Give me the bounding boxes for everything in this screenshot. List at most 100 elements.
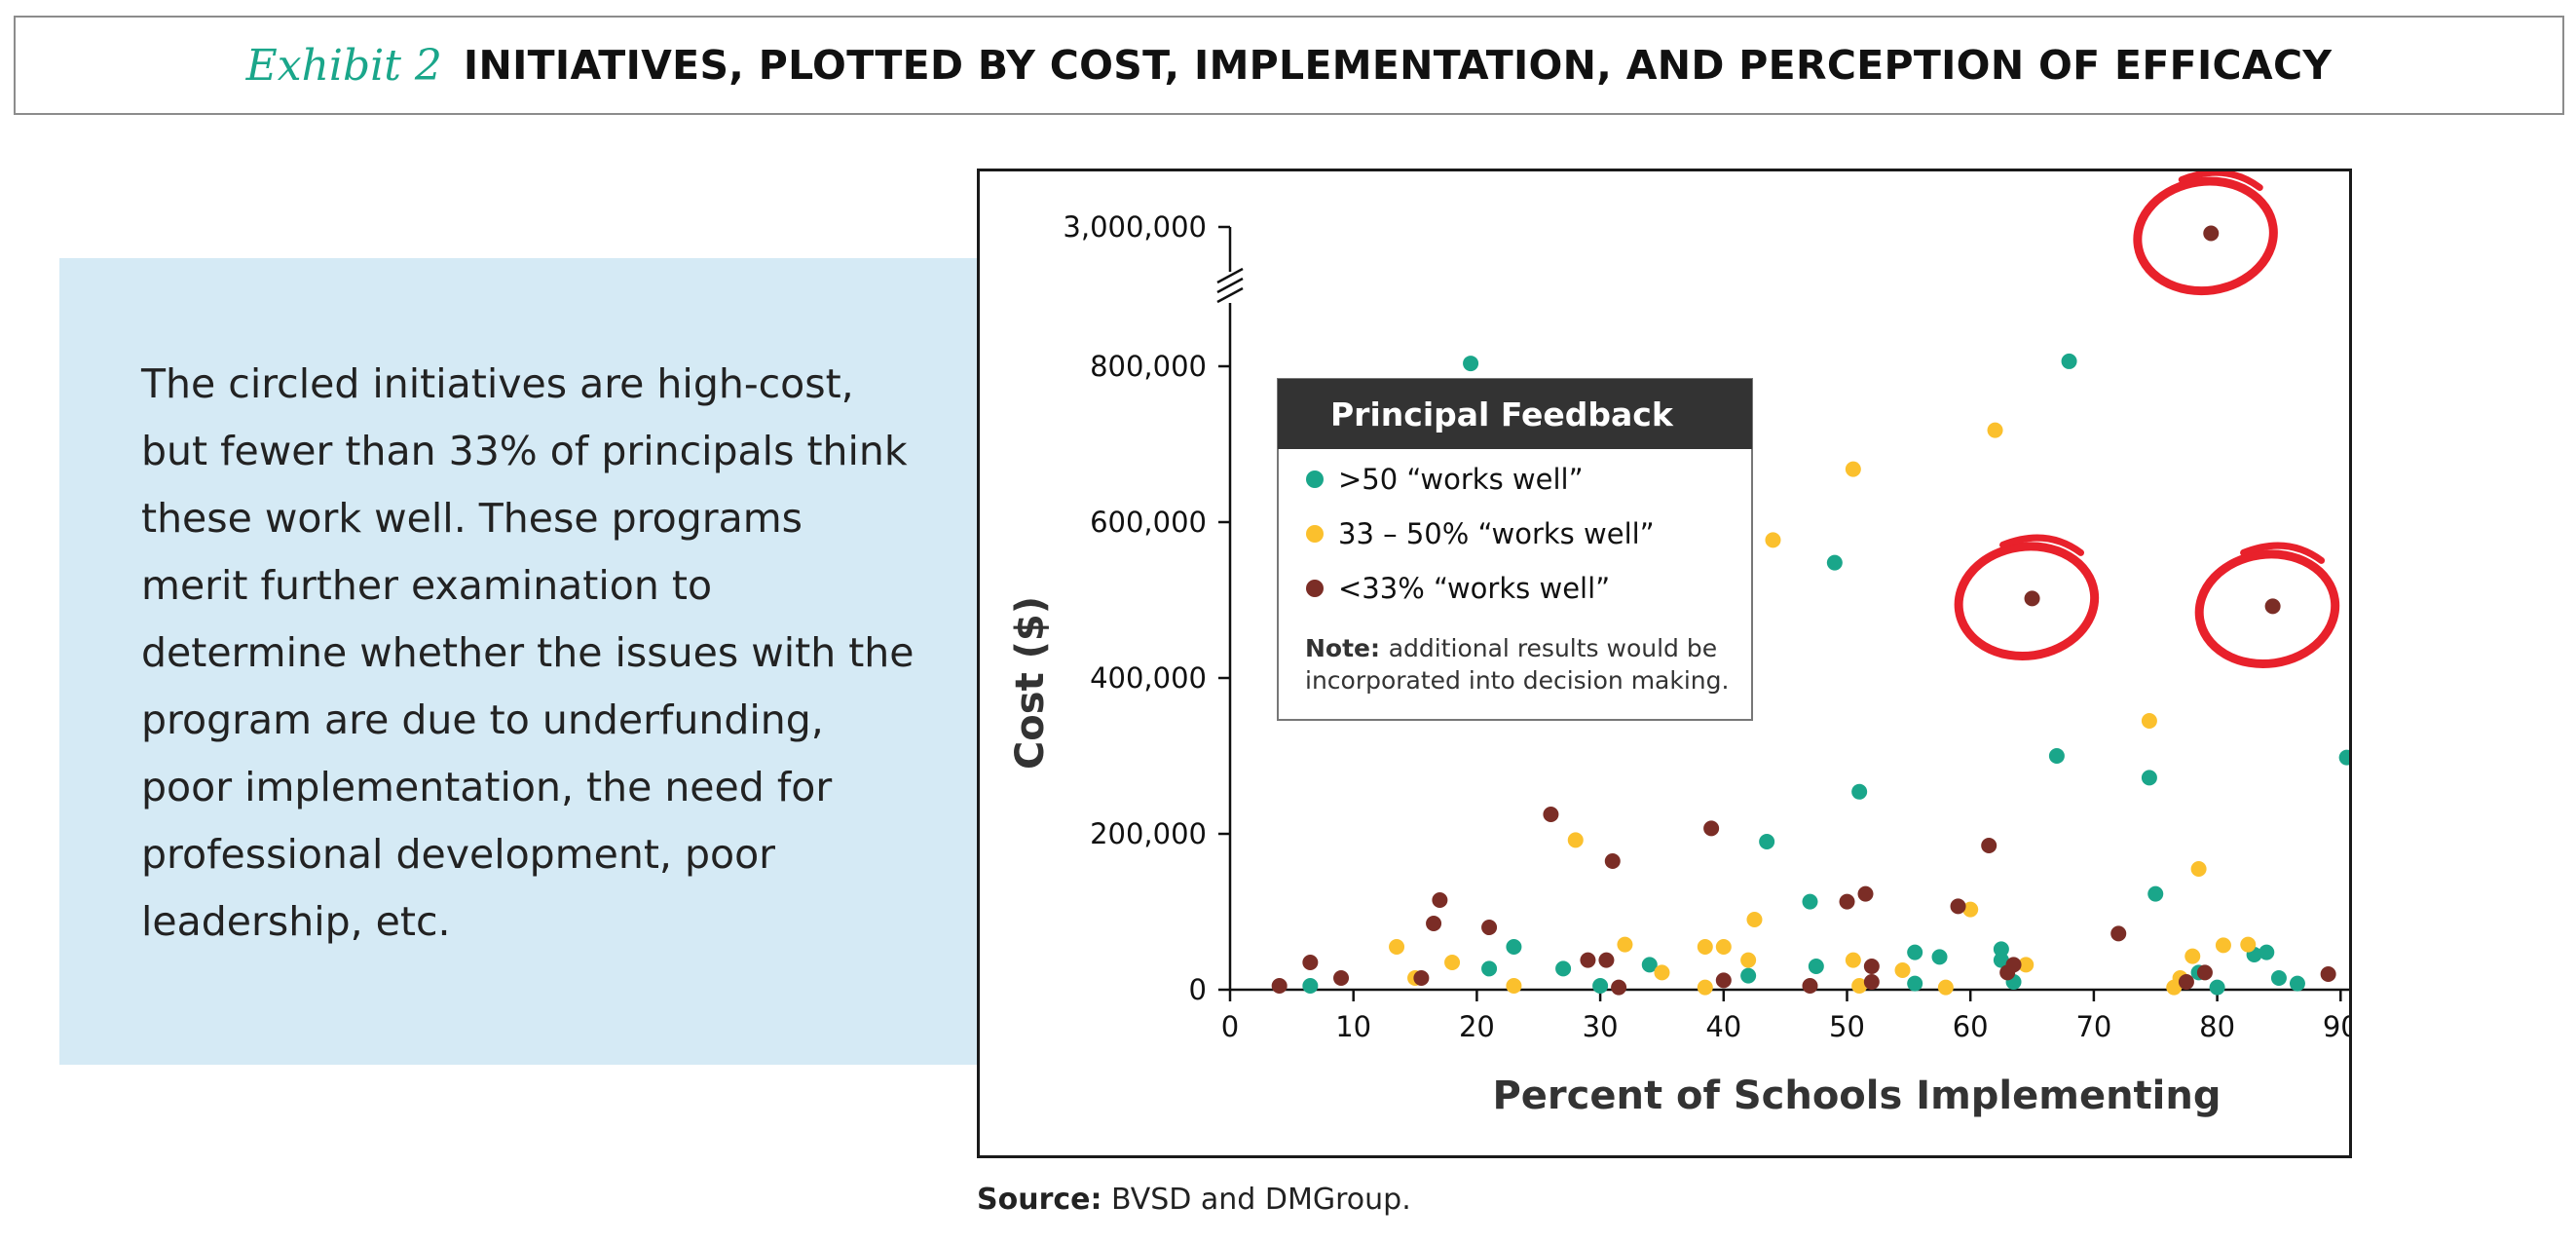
data-point	[1389, 939, 1405, 955]
data-point	[2018, 957, 2035, 973]
data-point	[1271, 978, 1288, 994]
data-point	[2320, 966, 2336, 982]
data-point	[2240, 936, 2257, 953]
legend-note-label: Note:	[1305, 634, 1389, 662]
exhibit-label: Exhibit 2	[245, 40, 442, 91]
data-point	[2141, 770, 2157, 786]
data-point	[1432, 892, 1448, 908]
legend-note-text: additional results would be	[1389, 634, 1717, 662]
data-point	[1703, 820, 1720, 837]
legend-marker	[1306, 470, 1324, 488]
exhibit-title-bar: Exhibit 2 INITIATIVES, PLOTTED BY COST, …	[14, 16, 2564, 115]
y-tick-label: 400,000	[1090, 661, 1207, 695]
data-point	[1413, 970, 1430, 986]
data-point	[2259, 944, 2275, 960]
legend-entry: <33% “works well”	[1338, 572, 1610, 605]
axis-break-mark	[1216, 267, 1244, 284]
red-circle-stroke	[2133, 176, 2278, 296]
x-tick-label: 90	[2323, 1010, 2349, 1043]
chart-points	[1271, 225, 2349, 996]
data-point	[1845, 952, 1861, 968]
data-point	[1851, 783, 1868, 800]
data-point	[1894, 962, 1911, 978]
data-point	[2184, 948, 2201, 964]
data-point	[1746, 912, 1763, 927]
x-tick-label: 80	[2199, 1010, 2235, 1043]
data-point	[1580, 952, 1596, 968]
data-point	[1826, 554, 1843, 571]
data-point	[2196, 964, 2213, 981]
source-label: Source:	[977, 1183, 1102, 1217]
x-axis-label: Percent of Schools Implementing	[1492, 1073, 2221, 1118]
red-circle-overlap	[2178, 171, 2263, 191]
legend-marker	[1306, 525, 1324, 543]
red-circle-annotation	[1954, 534, 2100, 661]
red-circle-annotation	[2194, 542, 2340, 669]
y-tick-label: 600,000	[1090, 506, 1207, 539]
data-point	[1715, 939, 1732, 955]
data-point	[2338, 749, 2349, 766]
y-tick-label: 3,000,000	[1063, 210, 1207, 244]
data-point	[2141, 713, 2157, 729]
data-point	[1506, 939, 1522, 955]
chart-axis-labels: Percent of Schools Implementing Cost ($)	[1008, 596, 2221, 1118]
chart-legend: Principal Feedback >50 “works well” 33 – 5…	[1277, 378, 1753, 721]
source-text: BVSD and DMGroup.	[1111, 1183, 1411, 1217]
data-point	[1611, 979, 1627, 996]
red-circle-stroke	[2194, 549, 2340, 669]
callout-text: The circled initiatives are high-cost, b…	[141, 360, 915, 945]
data-point	[1555, 960, 1572, 977]
data-point	[1426, 916, 1442, 931]
data-point	[1506, 978, 1522, 994]
axis-break-mark	[1216, 277, 1244, 294]
data-point	[1740, 967, 1757, 984]
data-point	[1981, 838, 1997, 853]
red-circle-annotation	[2133, 171, 2278, 296]
data-point	[1697, 939, 1713, 955]
data-point	[2215, 937, 2231, 954]
data-point	[1759, 834, 1775, 849]
data-point	[2110, 925, 2127, 942]
x-tick-label: 40	[1705, 1010, 1741, 1043]
x-tick-label: 10	[1335, 1010, 1371, 1043]
y-tick-label: 800,000	[1090, 350, 1207, 383]
callout-panel: The circled initiatives are high-cost, b…	[59, 258, 977, 1065]
source-note: Source: BVSD and DMGroup.	[977, 1183, 1411, 1217]
data-point	[1333, 970, 1350, 986]
red-circle-overlap	[2240, 542, 2326, 564]
red-circle-stroke	[1954, 542, 2100, 661]
data-point	[1950, 898, 1966, 915]
y-tick-label: 200,000	[1090, 817, 1207, 850]
data-point	[1857, 885, 1874, 902]
data-point	[1302, 978, 1319, 994]
legend-note: Note: additional results would be incorpo…	[1305, 634, 1729, 695]
data-point	[1993, 952, 2009, 968]
exhibit-headline: INITIATIVES, PLOTTED BY COST, IMPLEMENTA…	[463, 42, 2333, 89]
data-point	[1641, 957, 1658, 973]
data-point	[2061, 353, 2077, 369]
x-tick-label: 60	[1953, 1010, 1989, 1043]
data-point	[2024, 590, 2040, 607]
data-point	[1851, 978, 1868, 994]
data-point	[1481, 960, 1498, 977]
data-point	[2147, 885, 2164, 902]
data-point	[2209, 979, 2225, 996]
chart-annotations	[1954, 171, 2340, 669]
data-point	[2048, 748, 2065, 764]
data-point	[1907, 944, 1923, 960]
data-point	[1802, 893, 1818, 910]
data-point	[2178, 974, 2194, 990]
chart-frame: 01020304050607080901000200,000400,000600…	[977, 169, 2352, 1158]
data-point	[1604, 853, 1621, 869]
data-point	[1845, 461, 1861, 477]
data-point	[1765, 532, 1781, 548]
legend-marker	[1306, 580, 1324, 597]
data-point	[1839, 893, 1855, 910]
legend-entry: >50 “works well”	[1338, 463, 1584, 496]
legend-header	[1278, 379, 1752, 449]
scatter-chart: 01020304050607080901000200,000400,000600…	[1008, 171, 2349, 1118]
data-point	[2264, 598, 2281, 615]
data-point	[1993, 941, 2009, 958]
data-point	[1567, 832, 1584, 848]
legend-note-text: incorporated into decision making.	[1305, 666, 1729, 695]
